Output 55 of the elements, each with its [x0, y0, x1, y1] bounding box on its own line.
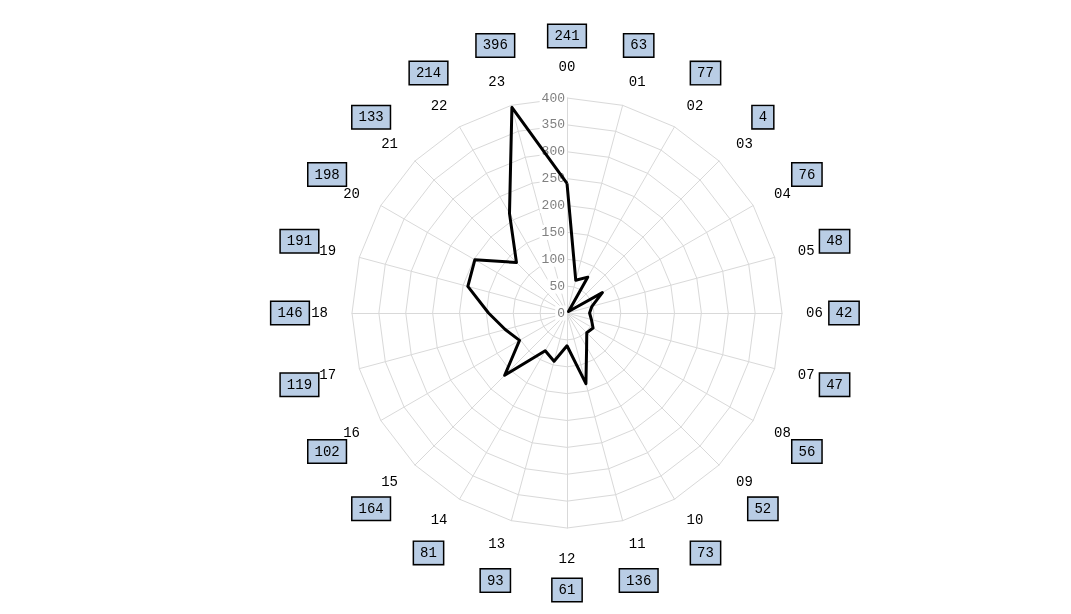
spoke-label: 02 [686, 98, 704, 115]
spoke-label: 11 [628, 535, 646, 552]
text: 81 [420, 544, 437, 561]
text: 52 [754, 500, 772, 517]
y-tick-label: 400 [541, 90, 565, 106]
text: 241 [554, 28, 580, 44]
spoke-label: 17 [319, 366, 337, 383]
spoke-label: 18 [311, 305, 328, 321]
text: 146 [277, 305, 303, 321]
spoke-label: 00 [558, 59, 576, 75]
text: 396 [482, 37, 508, 54]
spoke-label: 22 [430, 98, 448, 115]
spoke-label: 06 [806, 305, 823, 321]
text: 61 [558, 582, 576, 598]
text: 133 [358, 109, 384, 126]
y-tick-label: 50 [549, 278, 565, 294]
text: 4 [758, 109, 768, 126]
spoke-label: 14 [430, 511, 448, 528]
spoke-label: 23 [488, 74, 506, 91]
text: 214 [415, 65, 442, 82]
text: 93 [486, 572, 504, 589]
spoke-label: 21 [381, 136, 398, 152]
spoke-label: 20 [343, 185, 361, 202]
text: 136 [626, 572, 652, 589]
text: 56 [798, 443, 816, 460]
spoke-label: 08 [773, 424, 791, 441]
text: 76 [798, 166, 816, 183]
spoke-label: 05 [797, 243, 815, 260]
text: 42 [835, 305, 853, 321]
text: 73 [697, 544, 714, 561]
spoke-label: 10 [686, 511, 704, 528]
y-tick-label: 100 [541, 251, 565, 267]
text: 63 [630, 37, 648, 54]
y-tick-label: 350 [541, 117, 565, 133]
text: 47 [826, 376, 843, 393]
text: 77 [697, 65, 714, 82]
spoke-label: 04 [773, 185, 791, 202]
spoke-label: 16 [343, 424, 361, 441]
spoke-label: 01 [628, 74, 646, 91]
spoke-label: 19 [319, 243, 337, 260]
text: 48 [826, 233, 843, 250]
text: 191 [286, 233, 313, 250]
spoke-label: 13 [488, 535, 506, 552]
spoke-label: 07 [797, 366, 815, 383]
y-tick-label: 150 [541, 224, 565, 240]
y-tick-label: 200 [541, 198, 565, 213]
text: 198 [314, 166, 340, 183]
text: 102 [314, 443, 340, 460]
spoke-label: 03 [736, 136, 753, 152]
text: 164 [358, 500, 384, 517]
spoke-label: 09 [736, 474, 753, 490]
y-tick-label: 0 [557, 305, 565, 321]
spoke-label: 15 [381, 474, 398, 490]
text: 119 [286, 376, 313, 393]
spoke-label: 12 [558, 551, 576, 567]
